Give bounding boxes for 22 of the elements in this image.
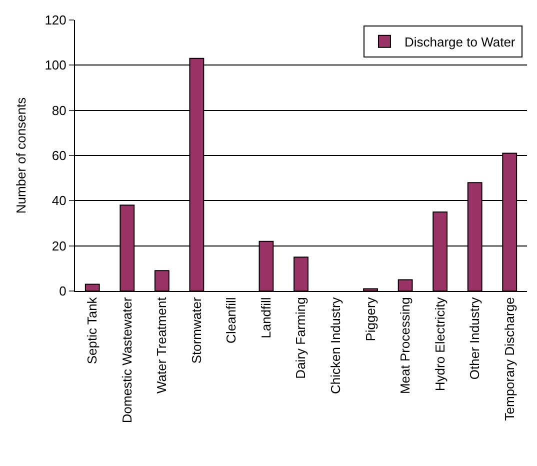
x-tick-label: Septic Tank — [84, 296, 100, 364]
y-tick-label: 40 — [52, 193, 66, 208]
y-tick-label: 100 — [44, 58, 66, 73]
x-tick-label: Water Treatment — [154, 296, 170, 394]
legend-label: Discharge to Water — [404, 34, 516, 50]
x-tick-label: Other Industry — [467, 296, 482, 380]
x-tick-label: Piggery — [362, 296, 378, 342]
y-tick-label: 80 — [52, 102, 66, 118]
x-tick-label: Temporary Discharge — [502, 297, 517, 421]
x-tick-label: Hydro Electricity — [432, 296, 448, 392]
y-tick-label: 0 — [59, 284, 66, 299]
x-tick-label: Cleanfill — [224, 297, 239, 344]
y-axis-title: Number of consents — [14, 96, 29, 214]
x-tick-label: Meat Processing — [398, 297, 413, 394]
y-tick-label: 120 — [44, 12, 66, 28]
y-tick-label: 60 — [52, 148, 66, 164]
x-tick-label: Dairy Farming — [293, 297, 308, 379]
x-tick-label: Chicken Industry — [328, 296, 343, 394]
x-tick-label: Domestic Wastewater — [119, 296, 134, 424]
x-tick-label: Landfill — [258, 297, 274, 338]
x-tick-label: Stormwater — [188, 296, 204, 364]
y-tick-label: 20 — [52, 238, 66, 254]
